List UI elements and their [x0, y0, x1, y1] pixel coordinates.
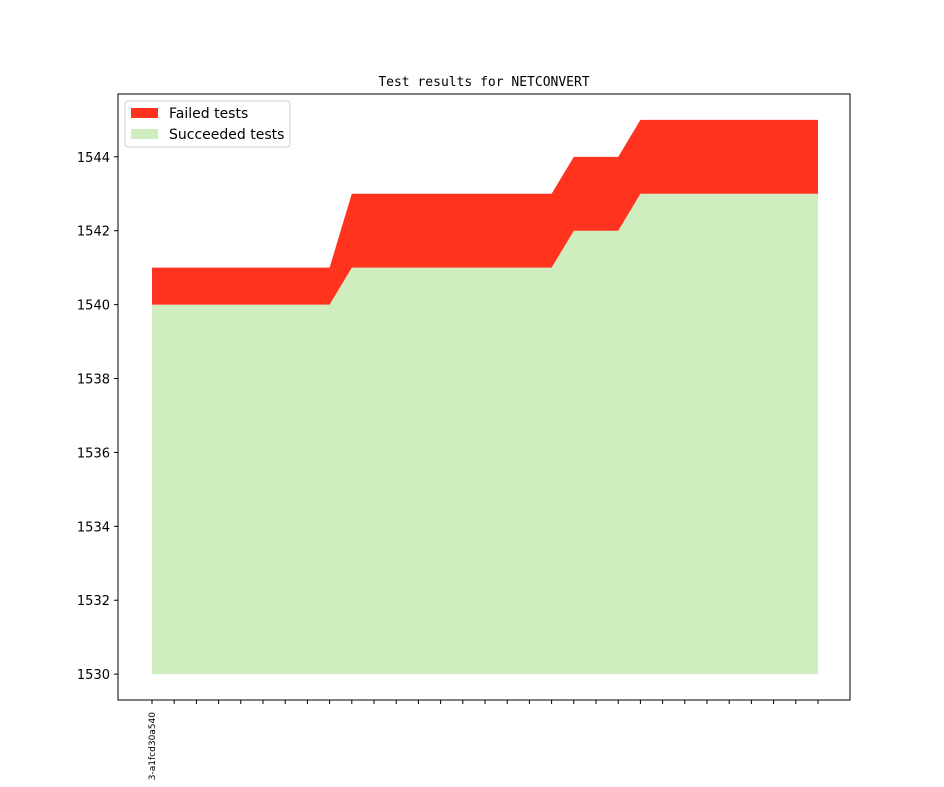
y-tick-label: 1544 — [77, 151, 110, 166]
x-tick-label: 3-a1fcd30a540 — [148, 712, 158, 780]
plot-areas — [152, 119, 818, 675]
legend-swatch-failed — [131, 108, 158, 118]
legend-box — [124, 100, 291, 148]
y-tick-label: 1540 — [77, 299, 110, 314]
y-tick-label: 1534 — [77, 520, 110, 535]
area-succeeded — [152, 193, 818, 675]
chart-title: Test results for NETCONVERT — [378, 75, 589, 90]
y-tick-label: 1532 — [77, 594, 110, 609]
y-tick-label: 1538 — [77, 373, 110, 388]
area-failed — [152, 119, 818, 305]
y-tick-label: 1536 — [77, 446, 110, 461]
legend-label-succeeded: Succeeded tests — [169, 127, 284, 143]
y-tick-label: 1542 — [77, 225, 110, 240]
y-tick-label: 1530 — [77, 668, 110, 683]
x-axis: 3-a1fcd30a540 — [148, 700, 819, 780]
legend-label-failed: Failed tests — [169, 106, 248, 122]
plot-frame — [117, 93, 851, 701]
legend-swatch-succeeded — [131, 129, 158, 139]
legend: Failed tests Succeeded tests — [124, 100, 291, 148]
y-axis: 1530 1532 1534 1536 1538 1540 1542 1544 — [77, 151, 118, 683]
